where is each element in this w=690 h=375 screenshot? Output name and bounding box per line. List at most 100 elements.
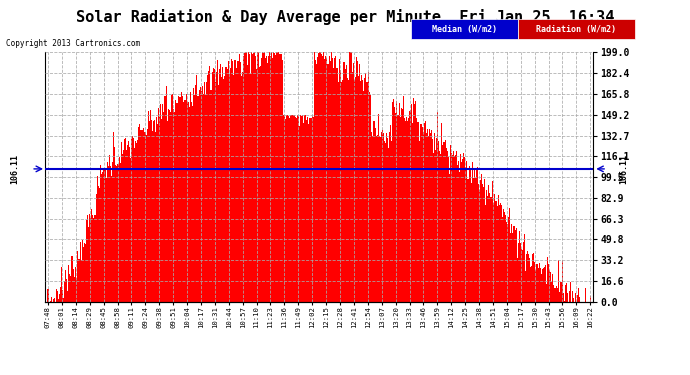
Bar xyxy=(320,53,322,302)
Bar xyxy=(276,53,277,302)
Bar xyxy=(476,168,477,302)
Bar xyxy=(314,53,315,302)
Bar xyxy=(541,274,542,302)
Bar xyxy=(175,100,176,302)
Bar xyxy=(210,90,212,302)
Bar xyxy=(284,115,285,302)
Bar xyxy=(533,253,534,302)
Bar xyxy=(101,174,102,302)
Bar xyxy=(218,85,219,302)
Bar xyxy=(215,82,216,302)
Bar xyxy=(186,94,188,302)
Bar xyxy=(160,104,161,302)
Bar xyxy=(435,150,436,302)
Bar xyxy=(206,82,207,302)
Bar xyxy=(335,56,336,302)
Bar xyxy=(497,195,499,302)
Bar xyxy=(81,260,82,302)
Bar xyxy=(298,116,299,302)
Bar xyxy=(306,117,308,302)
Bar xyxy=(270,56,271,302)
Bar xyxy=(504,212,505,302)
Text: 106.11: 106.11 xyxy=(619,154,628,184)
Bar xyxy=(527,251,528,302)
Text: Solar Radiation & Day Average per Minute  Fri Jan 25  16:34: Solar Radiation & Day Average per Minute… xyxy=(76,9,614,26)
Bar xyxy=(222,67,223,302)
Bar xyxy=(575,293,576,302)
Bar xyxy=(104,170,105,302)
Bar xyxy=(434,133,435,302)
Bar xyxy=(353,80,355,302)
Bar xyxy=(326,58,328,302)
Bar xyxy=(345,69,346,302)
Bar xyxy=(540,268,541,302)
Bar xyxy=(214,69,215,302)
Bar xyxy=(273,53,274,302)
Bar xyxy=(513,226,515,302)
Bar xyxy=(405,122,406,302)
Bar xyxy=(356,57,357,302)
Bar xyxy=(315,60,316,302)
Bar xyxy=(385,143,386,302)
Bar xyxy=(63,298,64,302)
Bar xyxy=(515,228,517,302)
Bar xyxy=(107,162,108,302)
Text: Radiation (W/m2): Radiation (W/m2) xyxy=(536,25,616,34)
Bar xyxy=(457,165,458,302)
Bar xyxy=(566,293,568,302)
Bar xyxy=(336,68,337,302)
Bar xyxy=(355,77,356,302)
Bar xyxy=(543,268,544,302)
Bar xyxy=(124,140,125,302)
Bar xyxy=(518,243,519,302)
Bar xyxy=(205,95,206,302)
Bar xyxy=(91,209,92,302)
Bar xyxy=(390,125,391,302)
Bar xyxy=(277,53,278,302)
Bar xyxy=(144,132,145,302)
Bar xyxy=(245,53,246,302)
Bar xyxy=(548,264,549,302)
Bar xyxy=(113,132,115,302)
Bar xyxy=(105,170,106,302)
Bar xyxy=(195,85,196,302)
Bar xyxy=(536,264,538,302)
Bar xyxy=(219,69,220,302)
Bar xyxy=(85,244,86,302)
Bar xyxy=(590,296,591,302)
Bar xyxy=(89,214,90,302)
Bar xyxy=(507,224,509,302)
Bar xyxy=(179,97,180,302)
Bar xyxy=(111,176,112,302)
Bar xyxy=(269,53,270,302)
Bar xyxy=(469,166,470,302)
Bar xyxy=(288,116,289,302)
Bar xyxy=(413,98,414,302)
Bar xyxy=(291,115,292,302)
Bar xyxy=(552,273,553,302)
Bar xyxy=(538,268,539,302)
Bar xyxy=(100,165,101,302)
Bar xyxy=(181,92,182,302)
Bar xyxy=(338,82,339,302)
Bar xyxy=(304,115,306,302)
Bar xyxy=(217,60,218,302)
Bar xyxy=(177,103,178,302)
Bar xyxy=(202,86,203,302)
Bar xyxy=(246,53,247,302)
Bar xyxy=(121,154,123,302)
Bar xyxy=(455,155,456,302)
Bar xyxy=(156,117,157,302)
Bar xyxy=(553,285,554,302)
Bar xyxy=(519,231,520,302)
Bar xyxy=(454,156,455,302)
Bar xyxy=(448,174,450,302)
Bar xyxy=(452,155,453,302)
Bar xyxy=(259,66,261,302)
Bar xyxy=(230,68,231,302)
Bar xyxy=(216,72,217,302)
Bar xyxy=(412,123,413,302)
Bar xyxy=(188,107,190,302)
Bar xyxy=(528,254,529,302)
Bar xyxy=(530,267,531,302)
